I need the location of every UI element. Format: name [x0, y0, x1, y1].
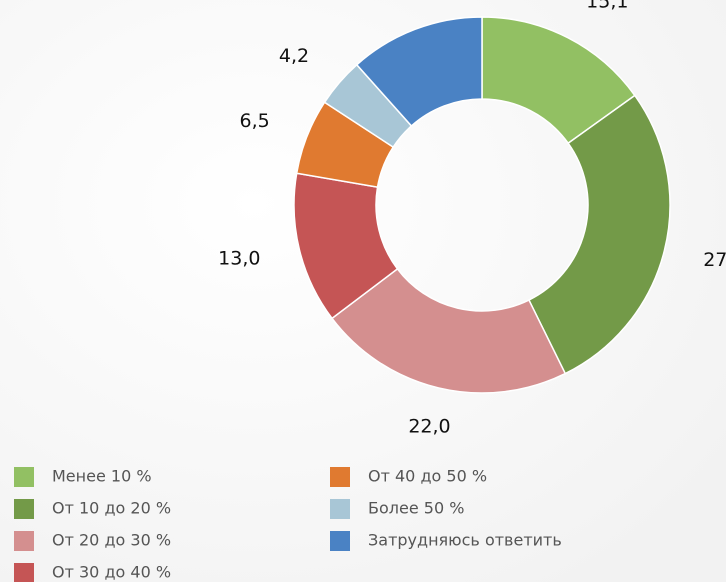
slice: [355, 16, 483, 127]
value-label: 4,2: [279, 45, 309, 67]
value-label: 13,0: [218, 247, 260, 269]
legend-label: От 30 до 40 %: [52, 563, 171, 582]
legend-swatch: [14, 467, 34, 487]
legend-swatch: [14, 563, 34, 582]
legend-label: От 10 до 20 %: [52, 499, 171, 518]
value-label: 15,1: [586, 0, 628, 13]
legend-label: Затрудняюсь ответить: [368, 531, 562, 550]
legend-swatch: [330, 531, 350, 551]
slice: [330, 267, 567, 394]
legend-label: От 40 до 50 %: [368, 467, 487, 486]
legend-label: От 20 до 30 %: [52, 531, 171, 550]
legend-swatch: [14, 531, 34, 551]
legend-swatch: [14, 499, 34, 519]
legend-swatch: [330, 499, 350, 519]
value-label: 6,5: [240, 110, 270, 132]
slice: [527, 94, 671, 375]
value-label: 11,6: [358, 0, 400, 2]
legend-label: Менее 10 %: [52, 467, 152, 486]
legend-label: Более 50 %: [368, 499, 464, 518]
value-label: 22,0: [408, 415, 450, 437]
legend-swatch: [330, 467, 350, 487]
value-label: 27,6: [703, 249, 726, 271]
